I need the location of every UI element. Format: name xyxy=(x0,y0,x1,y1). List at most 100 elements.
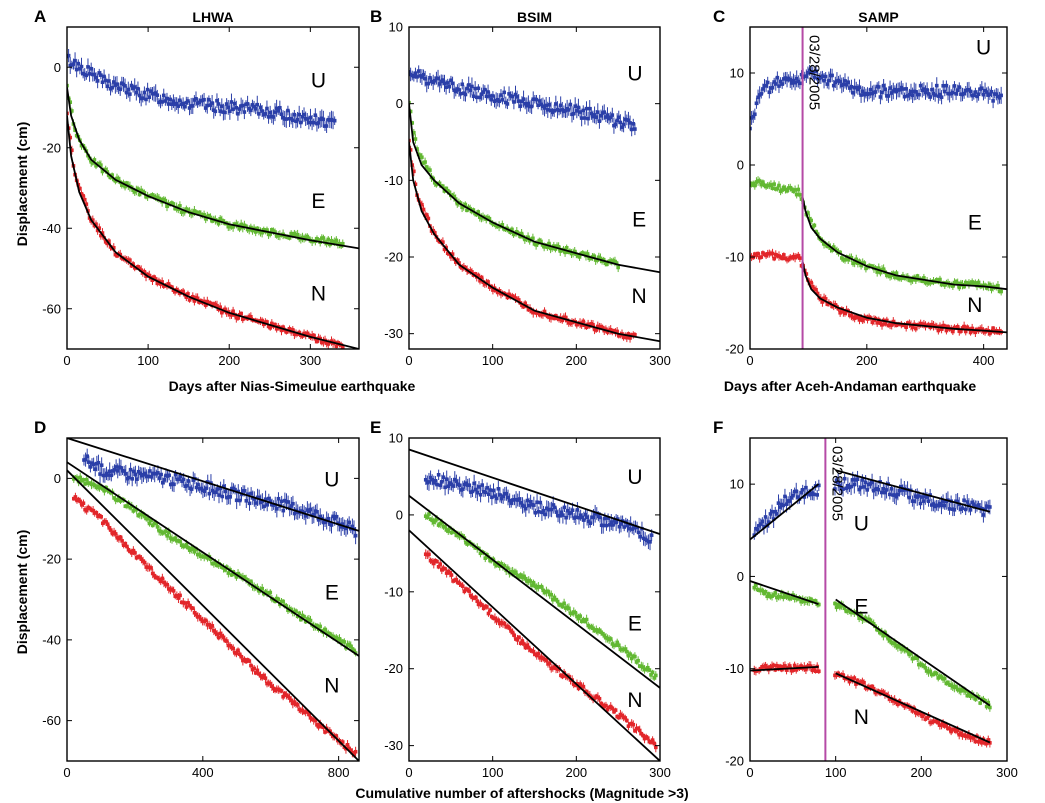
data-point xyxy=(289,231,293,236)
x-tick-label: 200 xyxy=(218,353,240,368)
data-point xyxy=(918,83,923,88)
data-point xyxy=(132,469,136,474)
data-point xyxy=(601,523,606,528)
data-point xyxy=(85,454,89,459)
data-point xyxy=(753,183,757,188)
data-point xyxy=(421,72,426,77)
x-tick-label: 100 xyxy=(482,765,504,780)
data-point xyxy=(553,505,557,510)
series-label-n: N xyxy=(631,285,646,308)
data-point xyxy=(112,468,117,472)
data-point xyxy=(123,84,127,88)
data-point xyxy=(287,236,292,240)
data-point xyxy=(649,673,653,677)
data-point xyxy=(598,515,602,520)
data-point xyxy=(260,586,265,591)
data-point xyxy=(147,521,152,526)
data-point xyxy=(74,67,79,72)
data-point xyxy=(455,258,460,262)
data-point xyxy=(297,112,301,117)
x-tick-label: 300 xyxy=(649,353,671,368)
x-tick-label: 0 xyxy=(405,353,412,368)
data-point xyxy=(531,580,536,585)
data-point xyxy=(247,227,252,232)
data-point xyxy=(100,80,105,85)
data-point xyxy=(601,257,606,262)
x-tick-label: 400 xyxy=(192,765,214,780)
data-point xyxy=(440,184,445,188)
data-point xyxy=(527,503,531,508)
data-point xyxy=(775,186,780,191)
data-point xyxy=(234,651,239,656)
data-point xyxy=(625,718,629,723)
y-tick-label: -20 xyxy=(384,250,403,265)
plot-area xyxy=(67,438,359,761)
data-point xyxy=(208,557,213,562)
data-point xyxy=(131,548,136,553)
data-point xyxy=(843,258,847,262)
data-point xyxy=(340,740,345,744)
data-point xyxy=(790,187,794,191)
data-point xyxy=(160,576,165,581)
data-point xyxy=(844,82,849,87)
data-point xyxy=(463,266,468,270)
data-point xyxy=(578,682,582,686)
data-point xyxy=(334,635,339,640)
data-point xyxy=(817,483,821,488)
data-point xyxy=(846,257,851,262)
data-point xyxy=(552,108,557,113)
y-tick-label: 0 xyxy=(737,158,744,173)
data-point xyxy=(809,218,813,223)
data-point xyxy=(321,725,326,730)
data-point xyxy=(515,638,520,642)
data-point xyxy=(231,107,235,112)
data-point xyxy=(423,76,427,81)
data-point xyxy=(545,245,550,249)
data-point xyxy=(496,486,501,491)
data-point xyxy=(276,496,281,501)
data-point xyxy=(84,508,89,513)
data-point xyxy=(583,619,587,624)
data-point xyxy=(290,234,295,238)
data-point xyxy=(268,232,273,236)
data-point xyxy=(615,640,620,645)
fit-line-n xyxy=(67,115,359,349)
data-point xyxy=(437,181,442,186)
series-label-e: E xyxy=(325,582,339,605)
event-date-label: 03/28/2005 xyxy=(806,35,823,110)
data-point xyxy=(560,674,565,679)
data-point xyxy=(217,493,221,497)
data-point xyxy=(313,113,318,117)
data-point xyxy=(910,325,915,330)
data-point xyxy=(213,109,218,114)
data-point xyxy=(531,649,536,654)
data-point xyxy=(581,108,586,113)
data-point xyxy=(814,229,818,234)
data-point xyxy=(255,226,260,231)
data-point xyxy=(793,80,797,85)
data-point xyxy=(236,648,240,653)
data-point xyxy=(447,84,452,89)
data-point xyxy=(604,703,608,708)
data-point xyxy=(162,478,167,482)
series-u xyxy=(752,470,992,540)
data-point xyxy=(461,487,465,491)
data-point xyxy=(257,672,261,676)
data-point xyxy=(202,299,206,304)
data-point xyxy=(173,472,178,477)
data-point xyxy=(484,94,489,99)
data-point xyxy=(249,663,253,668)
data-point xyxy=(302,112,306,117)
data-point xyxy=(541,508,546,513)
data-point xyxy=(440,521,444,525)
data-point xyxy=(175,593,179,598)
data-point xyxy=(147,273,152,278)
data-point xyxy=(155,525,160,529)
data-point xyxy=(778,79,783,84)
data-point xyxy=(444,477,449,481)
data-point xyxy=(536,311,540,315)
data-point xyxy=(591,515,596,520)
data-point xyxy=(547,103,552,107)
data-point xyxy=(479,275,484,280)
data-point xyxy=(340,241,345,246)
